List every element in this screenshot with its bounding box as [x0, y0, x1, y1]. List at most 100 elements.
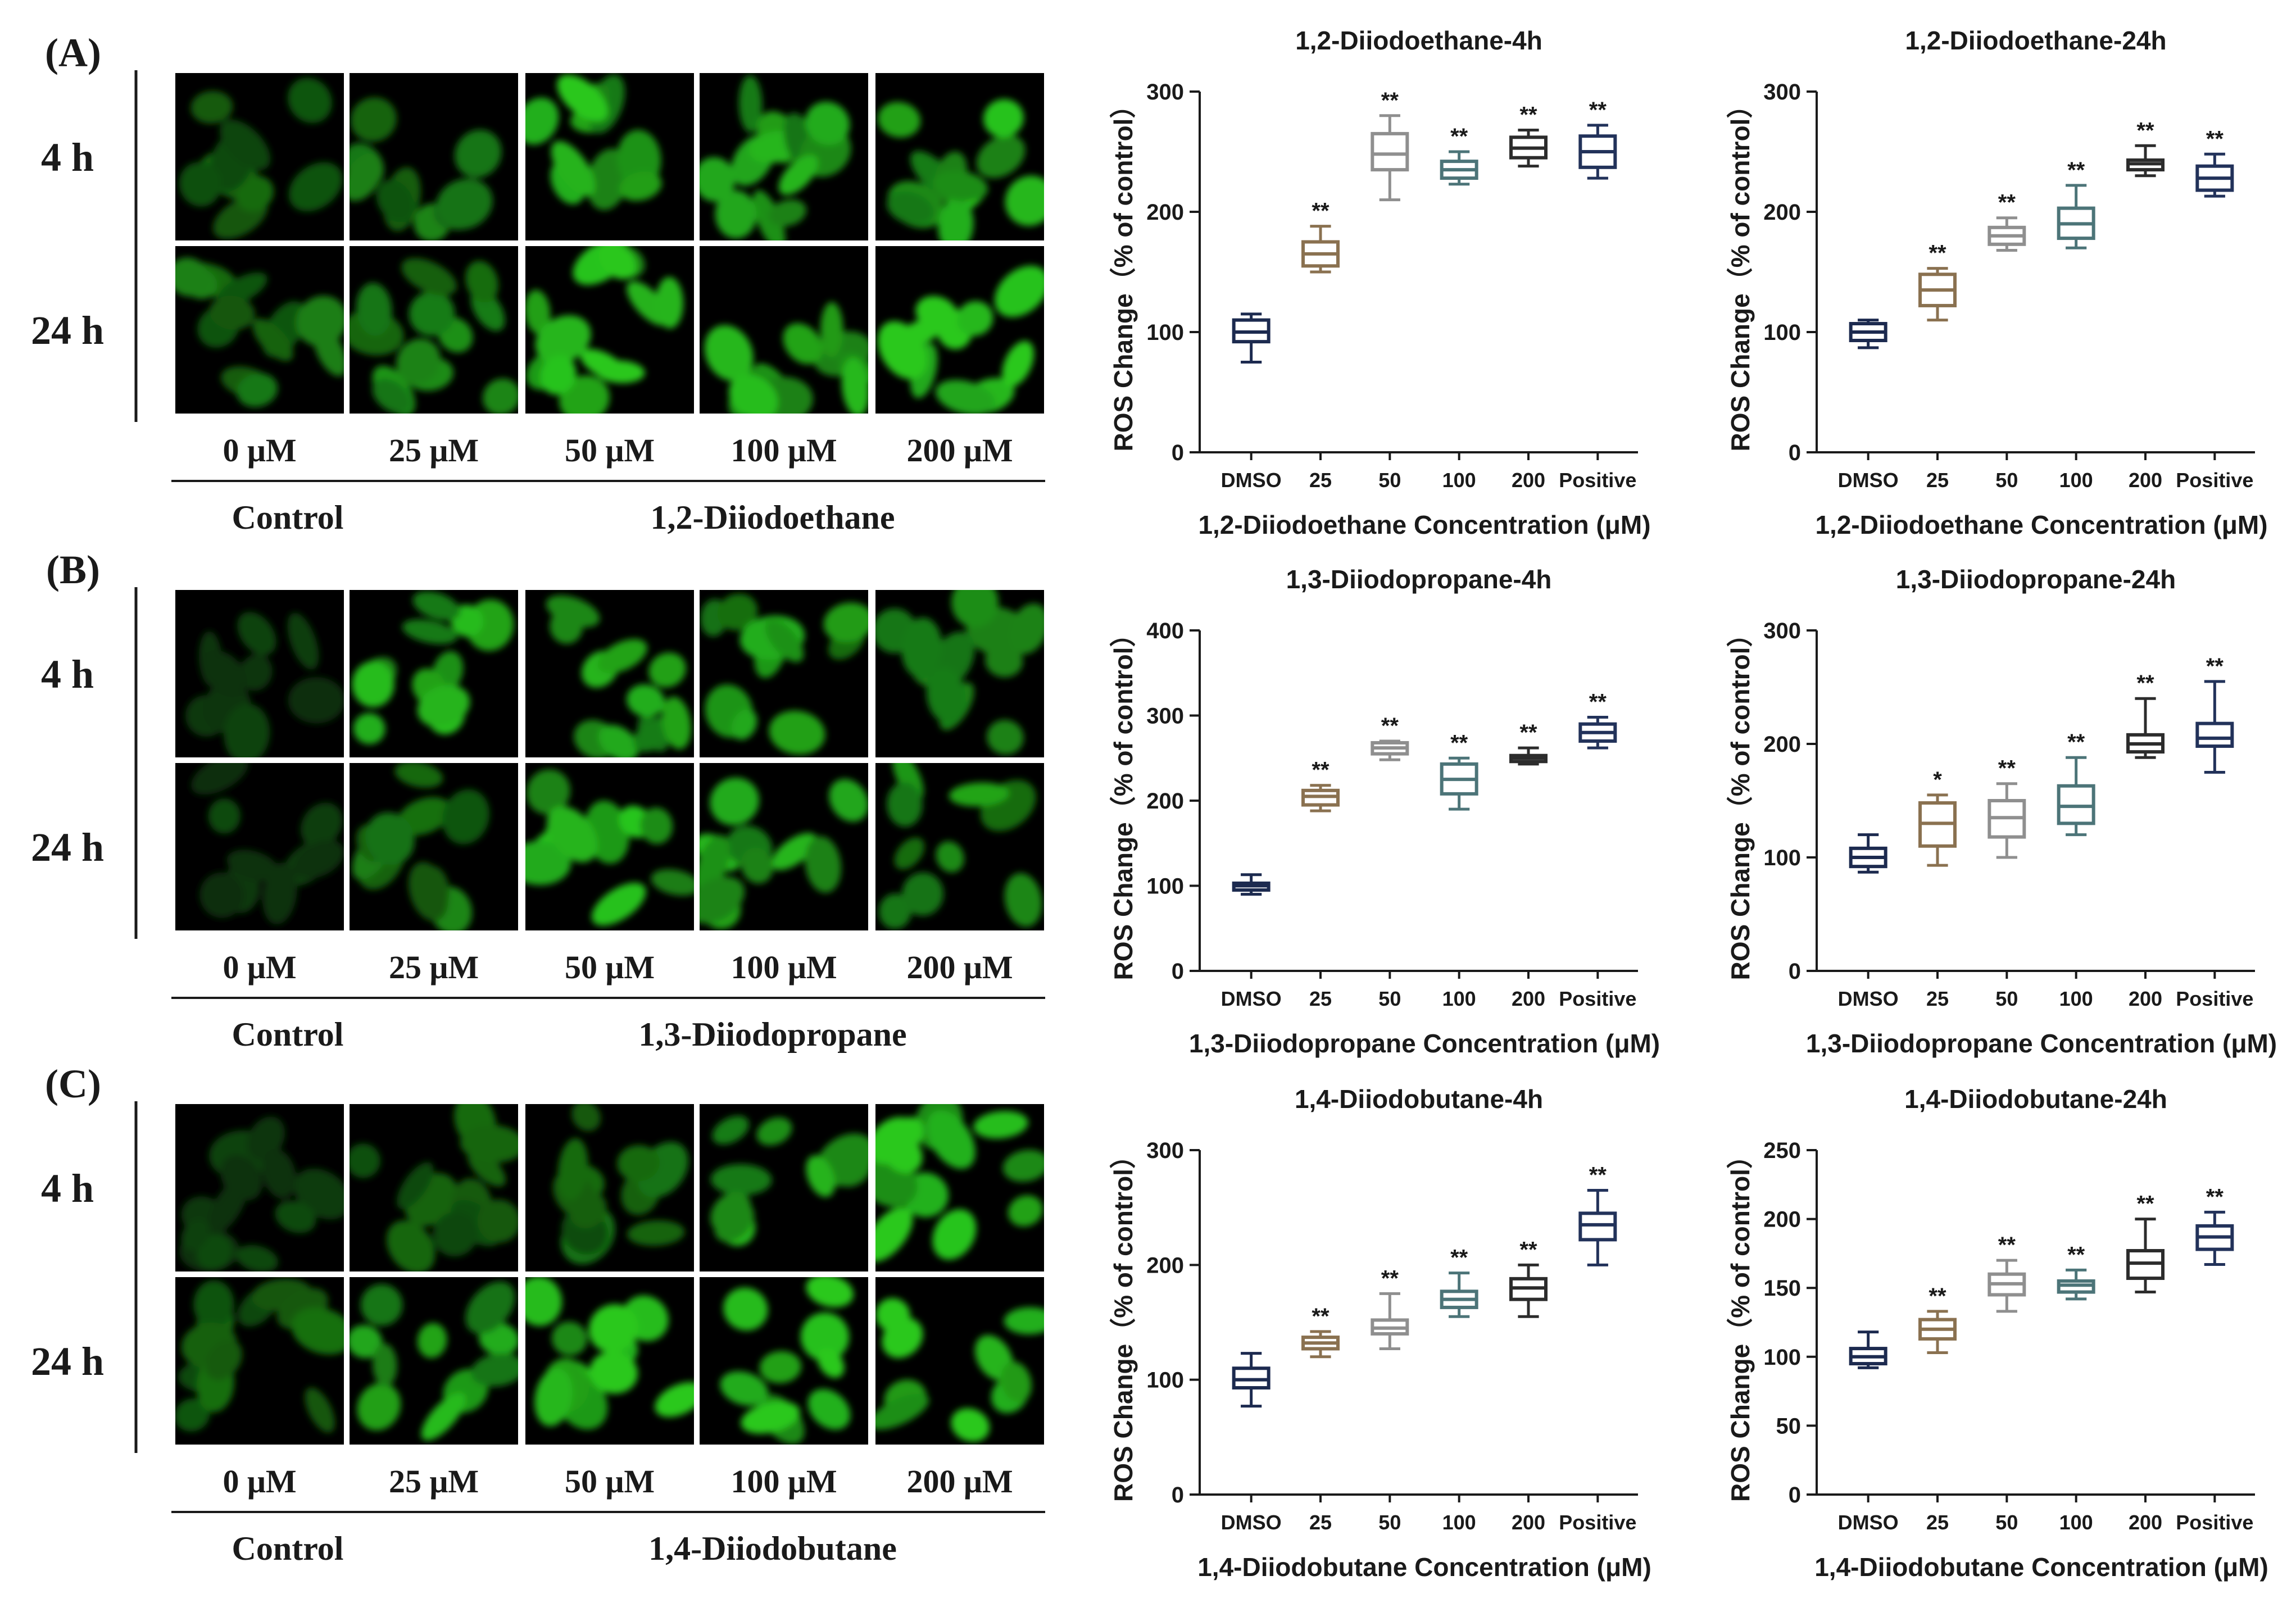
cell — [175, 257, 209, 297]
x-tick-label: 25 — [1309, 469, 1332, 492]
box-200 — [1509, 128, 1548, 168]
cell — [305, 1387, 335, 1433]
cells — [525, 1277, 694, 1430]
y-tick-label: 300 — [1146, 704, 1184, 729]
micrograph — [875, 763, 1044, 930]
significance-mark: ** — [1519, 1237, 1537, 1262]
y-tick-label: 300 — [1763, 80, 1801, 105]
cell — [588, 1304, 639, 1353]
x-tick-label: 25 — [1309, 1511, 1332, 1534]
significance-mark: ** — [1929, 1284, 1946, 1309]
cells — [878, 763, 1042, 929]
micrograph — [350, 73, 518, 240]
ros-charts: 1,2-Diiodoethane-4h 0 100 200 300 ROS Change（… — [1109, 26, 2277, 1582]
significance-mark: ** — [2067, 1242, 2085, 1267]
chart-title: 1,2-Diiodoethane-4h — [1295, 26, 1542, 55]
micrograph — [525, 1104, 694, 1271]
box-positive — [2195, 152, 2234, 198]
cells — [350, 1104, 518, 1271]
cell — [752, 190, 786, 240]
cell — [817, 1348, 845, 1378]
cell — [741, 1401, 800, 1434]
micrograph — [175, 590, 344, 757]
cell — [209, 296, 255, 330]
cells — [350, 97, 502, 240]
x-axis-label: 1,2-Diiodoethane Concentration (μM) — [1815, 510, 2267, 539]
chart-title: 1,4-Diiodobutane-4h — [1295, 1084, 1543, 1114]
micrograph — [525, 1277, 694, 1445]
cell — [973, 1111, 1028, 1139]
box-100 — [2057, 1268, 2095, 1301]
cell — [712, 1116, 749, 1145]
cell — [976, 135, 1026, 179]
micrograph — [350, 763, 518, 930]
box-50 — [1371, 114, 1409, 202]
cells — [350, 1281, 518, 1441]
compound-label: 1,3-Diiodopropane — [638, 1016, 906, 1053]
box-50 — [1988, 1259, 2026, 1313]
box-200 — [2126, 1218, 2165, 1294]
cell — [700, 877, 745, 924]
cell — [235, 1245, 279, 1271]
y-tick-label: 200 — [1763, 1207, 1801, 1232]
cell — [769, 710, 825, 755]
dose-label: 200 μM — [906, 949, 1013, 986]
cell — [433, 1211, 478, 1257]
box-iqr — [1371, 131, 1409, 172]
box-dmso — [1849, 319, 1887, 349]
micrograph — [525, 73, 694, 240]
cells — [350, 258, 518, 414]
y-tick-label: 0 — [1172, 959, 1184, 984]
micrograph — [175, 763, 344, 930]
cell — [534, 1368, 573, 1427]
micrograph — [875, 246, 1044, 414]
control-label: Control — [232, 1016, 344, 1053]
row-label: 4 h — [41, 1166, 94, 1211]
cell — [729, 374, 778, 414]
x-tick-label: 200 — [1512, 987, 1545, 1010]
x-tick-label: 100 — [2059, 1511, 2093, 1534]
significance-mark: ** — [1589, 1163, 1607, 1188]
y-axis-label: ROS Change（% of control） — [1109, 93, 1138, 452]
cell — [710, 1192, 751, 1233]
x-tick-label: DMSO — [1221, 1511, 1282, 1534]
x-tick-label: Positive — [1559, 469, 1636, 492]
significance-mark: ** — [2067, 158, 2085, 183]
cell — [205, 1339, 243, 1381]
y-axis-label: ROS Change（% of control） — [1109, 1143, 1138, 1502]
cell — [926, 666, 965, 723]
x-tick-label: 25 — [1926, 1511, 1949, 1534]
significance-mark: ** — [1381, 714, 1399, 738]
cells — [175, 1278, 344, 1433]
cell — [882, 1133, 923, 1173]
micrograph — [525, 246, 694, 414]
box-50 — [1371, 739, 1409, 761]
x-tick-label: 100 — [1442, 469, 1476, 492]
x-tick-label: 50 — [1995, 469, 2018, 492]
box-50 — [1988, 782, 2026, 859]
y-tick-label: 100 — [1763, 320, 1801, 345]
panel-a: (A) 4 h 24 h 0 μM 25 μM 50 μM 100 μM 200 μM Cont… — [31, 30, 1045, 536]
y-tick-label: 0 — [1789, 1483, 1801, 1507]
significance-mark: ** — [2136, 118, 2154, 143]
box-25 — [1301, 1330, 1340, 1359]
x-tick-label: 100 — [1442, 987, 1476, 1010]
cell — [595, 360, 645, 383]
cell — [771, 833, 817, 870]
x-tick-label: DMSO — [1838, 1511, 1899, 1534]
y-tick-label: 50 — [1776, 1414, 1802, 1438]
cell — [408, 862, 448, 921]
cell — [829, 779, 868, 822]
dose-label: 25 μM — [389, 949, 479, 986]
cell — [949, 782, 1009, 807]
significance-mark: ** — [1381, 1266, 1399, 1291]
cell — [983, 99, 1024, 138]
cell — [778, 155, 818, 196]
cells — [875, 590, 1044, 755]
x-tick-label: 50 — [1378, 469, 1401, 492]
micrograph — [350, 1277, 518, 1445]
micrograph — [875, 73, 1044, 240]
box-25 — [1918, 267, 1957, 322]
chart-title: 1,2-Diiodoethane-24h — [1905, 26, 2166, 55]
